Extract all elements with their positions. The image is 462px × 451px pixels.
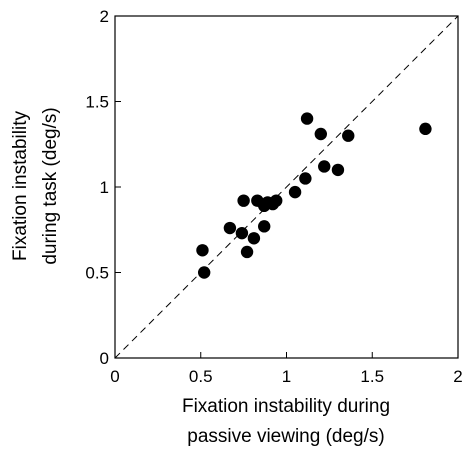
data-point <box>314 127 327 141</box>
data-point <box>318 160 331 173</box>
x-tick-label: 1 <box>282 367 291 386</box>
data-point <box>258 220 271 233</box>
identity-diagonal-line <box>114 15 459 359</box>
y-tick-label: 0 <box>100 349 109 368</box>
data-point <box>196 244 209 257</box>
y-tick-label: 0.5 <box>85 264 109 283</box>
plot-area <box>114 15 459 359</box>
y-axis-ticks: 0 0.5 1 1.5 2 <box>85 7 121 368</box>
y-tick-label: 2 <box>100 7 109 26</box>
data-point <box>247 232 261 245</box>
y-tick-label: 1.5 <box>85 93 109 112</box>
data-point <box>235 226 249 240</box>
data-point <box>288 185 302 199</box>
data-point <box>197 266 211 279</box>
data-point <box>270 194 283 207</box>
x-tick-label: 0.5 <box>189 367 213 386</box>
x-axis-ticks: 0 0.5 1 1.5 2 <box>110 352 462 386</box>
x-tick-label: 0 <box>110 367 119 386</box>
data-points <box>196 112 432 279</box>
data-point <box>237 194 250 207</box>
x-tick-label: 1.5 <box>360 367 384 386</box>
x-axis-title-line-1: Fixation instability during <box>182 396 390 417</box>
x-tick-label: 2 <box>453 367 462 386</box>
y-axis-title-line-2: during task (deg/s) <box>40 107 61 264</box>
data-point <box>342 129 355 142</box>
x-axis-title-line-2: passive viewing (deg/s) <box>187 426 384 447</box>
data-point <box>419 122 432 136</box>
data-point <box>223 221 237 235</box>
data-point <box>331 163 345 177</box>
data-point <box>300 112 314 125</box>
data-point <box>240 245 254 259</box>
y-tick-label: 1 <box>100 178 109 197</box>
data-point <box>299 172 312 185</box>
y-axis-title-line-1: Fixation instability <box>10 111 31 261</box>
